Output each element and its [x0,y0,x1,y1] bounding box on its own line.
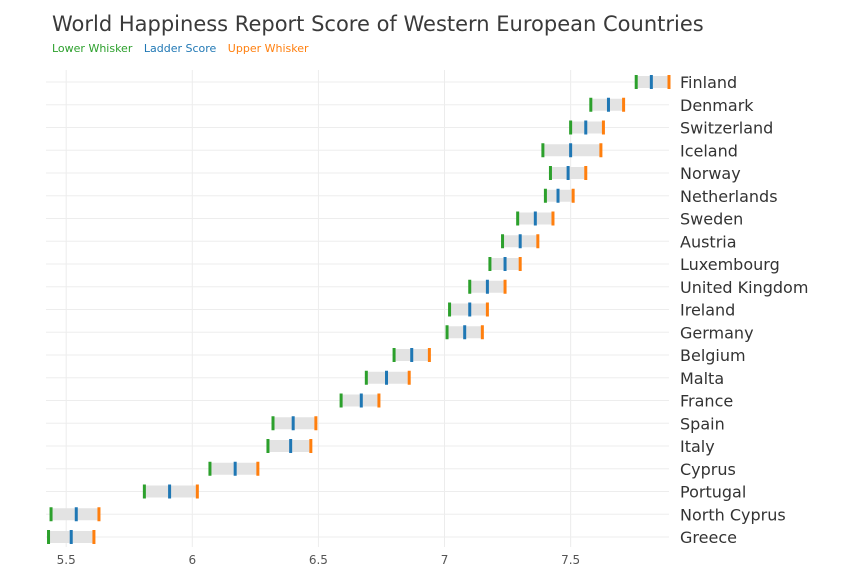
legend-lower-whisker[interactable]: Lower Whisker [52,42,133,55]
chart-title: World Happiness Report Score of Western … [52,12,704,36]
upper-whisker-mark [427,348,431,362]
x-tick-label: 6.5 [309,553,328,567]
ladder-score-mark [359,393,363,408]
ladder-score-mark [233,461,237,476]
country-label: Finland [680,73,737,92]
upper-whisker-mark [667,75,671,89]
legend-ladder-score[interactable]: Ladder Score [143,42,217,55]
lower-whisker-mark [548,166,552,180]
lower-whisker-mark [208,461,212,476]
country-label: North Cyprus [680,505,786,524]
lower-whisker-mark [271,416,275,431]
lower-whisker-mark [569,120,573,135]
ladder-score-mark [606,97,610,112]
country-label: Norway [680,164,741,183]
upper-whisker-mark [407,370,411,385]
lower-whisker-mark [488,257,492,271]
country-label: Denmark [680,96,754,115]
x-tick-label: 5.5 [57,553,76,567]
country-label: Portugal [680,483,746,502]
country-label: Ireland [680,301,735,320]
ladder-score-mark [503,257,507,271]
lower-whisker-mark [49,507,53,522]
upper-whisker-mark [518,257,522,271]
country-label: Germany [680,323,754,342]
ladder-score-mark [289,439,293,453]
lower-whisker-mark [445,325,449,340]
country-label: Greece [680,528,737,547]
upper-whisker-mark [571,188,575,203]
ladder-score-mark [649,75,653,89]
upper-whisker-mark [601,120,605,135]
ladder-score-mark [569,143,573,158]
ladder-score-mark [69,530,73,544]
country-label: Belgium [680,346,746,365]
ladder-score-mark [556,188,560,203]
ladder-score-mark [533,211,537,226]
lower-whisker-mark [47,530,51,544]
ladder-score-mark [485,279,489,294]
upper-whisker-mark [309,439,313,453]
lower-whisker-mark [266,439,270,453]
lower-whisker-mark [448,302,452,317]
lower-whisker-mark [339,393,343,408]
legend: Lower Whisker Ladder Score Upper Whisker [52,42,317,55]
country-label: Cyprus [680,460,736,479]
lower-whisker-mark [634,75,638,89]
upper-whisker-mark [97,507,101,522]
upper-whisker-mark [377,393,381,408]
country-label: Italy [680,437,715,456]
ladder-score-mark [468,302,472,317]
upper-whisker-mark [599,143,603,158]
upper-whisker-mark [314,416,318,431]
lower-whisker-mark [589,97,593,112]
ladder-score-mark [74,507,78,522]
ladder-score-mark [566,166,570,180]
upper-whisker-mark [92,530,96,544]
upper-whisker-mark [584,166,588,180]
country-label: Iceland [680,141,738,160]
ladder-score-mark [385,370,389,385]
x-tick-label: 6 [188,553,196,567]
upper-whisker-mark [503,279,507,294]
lower-whisker-mark [468,279,472,294]
ladder-score-mark [584,120,588,135]
lower-whisker-mark [501,234,505,249]
upper-whisker-mark [195,484,199,499]
lower-whisker-mark [541,143,545,158]
country-label: Spain [680,414,725,433]
country-label: France [680,392,733,411]
upper-whisker-mark [622,97,626,112]
x-tick-label: 7.5 [561,553,580,567]
ladder-score-mark [518,234,522,249]
country-label: Malta [680,369,724,388]
x-tick-label: 7 [441,553,449,567]
upper-whisker-mark [485,302,489,317]
country-label: United Kingdom [680,278,808,297]
upper-whisker-mark [536,234,540,249]
lower-whisker-mark [364,370,368,385]
country-label: Sweden [680,210,743,229]
upper-whisker-mark [480,325,484,340]
upper-whisker-mark [256,461,260,476]
ladder-score-mark [463,325,467,340]
country-label: Switzerland [680,119,773,138]
country-label: Luxembourg [680,255,780,274]
upper-whisker-mark [551,211,555,226]
ladder-score-mark [410,348,414,362]
country-label: Austria [680,232,737,251]
lower-whisker-mark [142,484,146,499]
ladder-score-mark [291,416,295,431]
lower-whisker-mark [543,188,547,203]
legend-upper-whisker[interactable]: Upper Whisker [227,42,309,55]
ladder-score-mark [168,484,172,499]
lower-whisker-mark [516,211,520,226]
lower-whisker-mark [392,348,396,362]
country-label: Netherlands [680,187,778,206]
